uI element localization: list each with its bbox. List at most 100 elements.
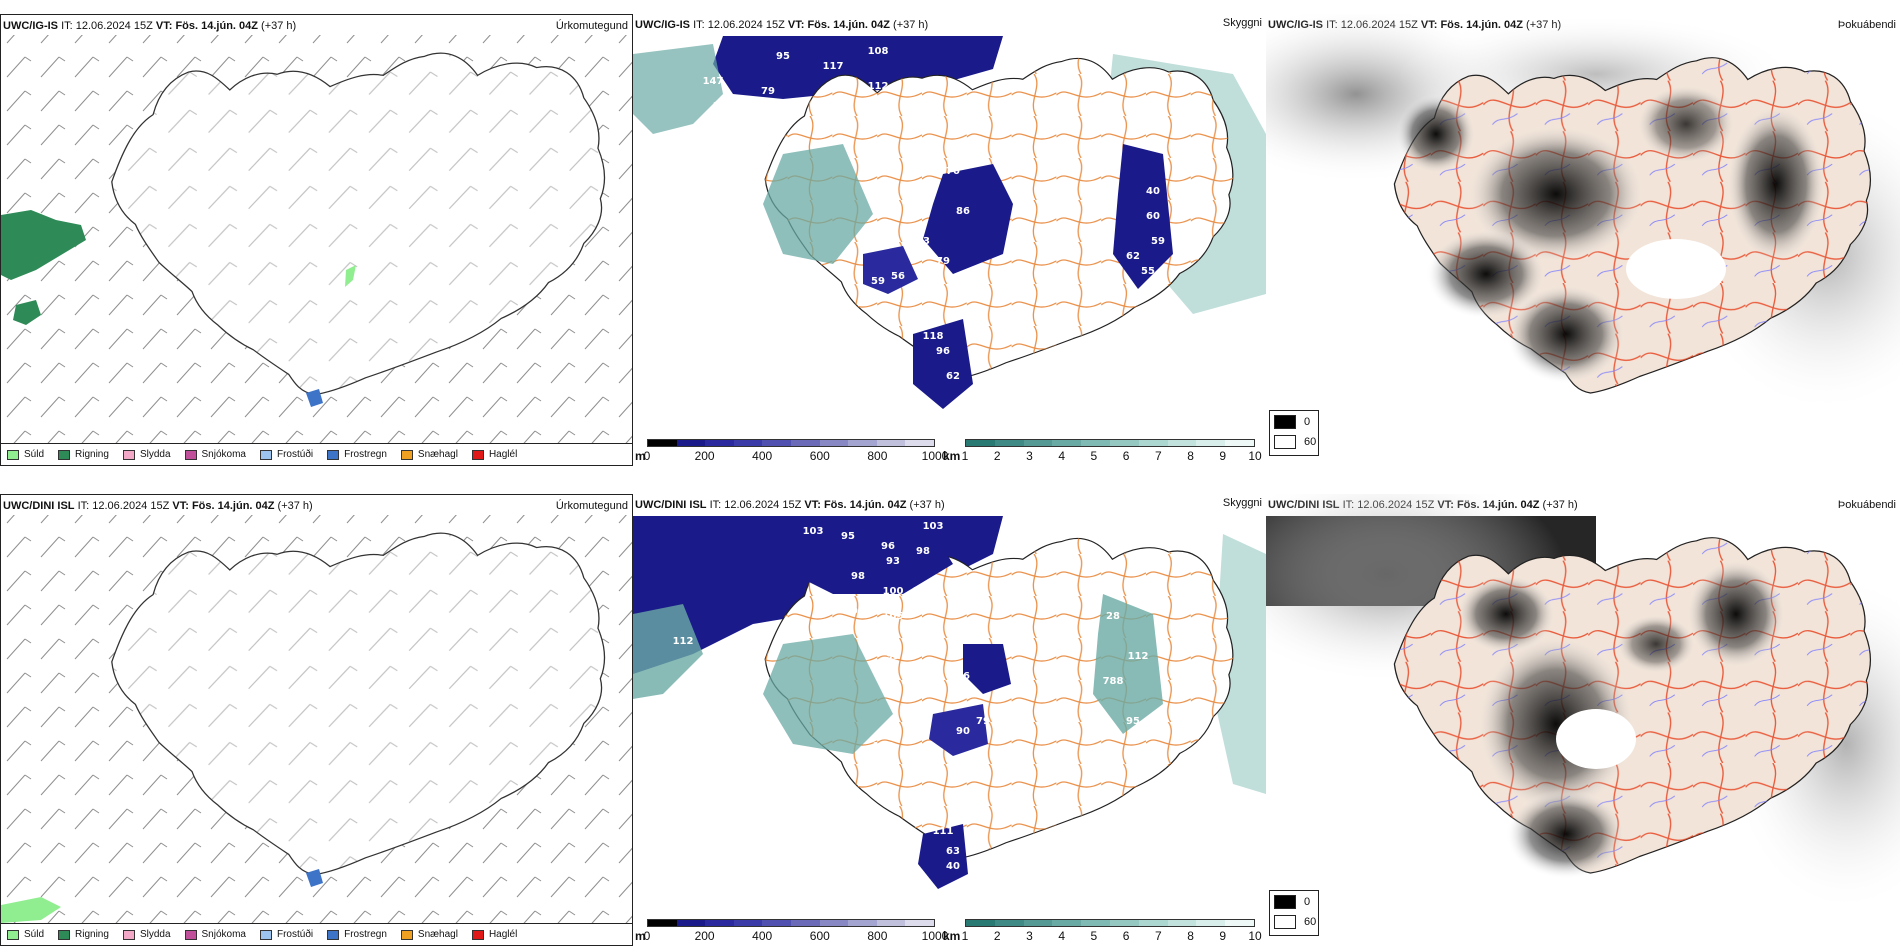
- legend-swatch: [184, 449, 197, 460]
- colorbar-tick: 2: [993, 449, 1001, 463]
- legend-swatch: [400, 449, 413, 460]
- precip-type-panel-top: UWC/IG-IS IT: 12.06.2024 15Z VT: Fös. 14…: [0, 14, 633, 466]
- colorbar-tick: 200: [694, 929, 715, 943]
- legend-label: Haglél: [488, 449, 518, 460]
- colorbar-tick: 5: [1090, 929, 1098, 943]
- panel-title: Þokuábendi: [1837, 499, 1896, 511]
- legend-label: Slydda: [139, 449, 171, 460]
- ceiling-label: 79: [936, 256, 950, 267]
- vt-value: Fös. 14.jún. 04Z: [807, 19, 890, 31]
- visibility-unit: km: [943, 929, 961, 943]
- model-name: UWC/IG-IS: [3, 20, 58, 32]
- visibility-area: [1213, 534, 1266, 794]
- precip-map[interactable]: [1, 495, 633, 925]
- colorbar-segment: [1196, 440, 1226, 446]
- it-value: 12.06.2024 15Z: [724, 499, 802, 511]
- colorbar-tick: 4: [1058, 929, 1065, 943]
- ceiling-label: 97: [826, 596, 840, 607]
- visibility-area: [763, 634, 893, 754]
- ceiling-label: 62: [946, 371, 960, 382]
- colorbar-segment: [762, 920, 791, 926]
- ceiling-label: 100: [858, 626, 879, 637]
- low-ceiling-area: [929, 704, 988, 756]
- legend-label: 0: [1304, 896, 1311, 908]
- panel-header: UWC/IG-IS IT: 12.06.2024 15Z VT: Fös. 14…: [3, 19, 628, 33]
- ceiling-label: 56: [891, 271, 905, 282]
- colorbar-segment: [1196, 920, 1226, 926]
- legend-swatch: [259, 449, 272, 460]
- low-ceiling-area: [923, 164, 1013, 274]
- clear-area: [1556, 709, 1636, 769]
- ceiling-label: 112: [713, 101, 734, 112]
- colorbar-tick: 8: [1187, 929, 1194, 943]
- ceiling-label: 112: [673, 636, 694, 647]
- colorbar-segment: [1225, 920, 1254, 926]
- colorbar-tick: 9: [1219, 929, 1227, 943]
- colorbar-segment: [966, 440, 995, 446]
- colorbar-segment: [1225, 440, 1254, 446]
- ceiling-label: 103: [803, 526, 824, 537]
- ceiling-label: 788: [1103, 676, 1124, 687]
- colorbar-segment: [676, 440, 706, 446]
- legend-item: Frostúði: [259, 449, 313, 460]
- panel-title: Úrkomutegund: [555, 20, 628, 32]
- ceiling-label: 117: [823, 61, 844, 72]
- colorbar-tick: 8: [1187, 449, 1194, 463]
- legend-swatch: [7, 929, 19, 940]
- ceiling-label: 62: [1126, 251, 1140, 262]
- clear-area: [1626, 239, 1726, 299]
- colorbar-segment: [1081, 440, 1110, 446]
- legend-label: Snæhagl: [417, 449, 458, 460]
- ceiling-label: 93: [851, 606, 865, 617]
- colorbar-tick: 4: [1058, 449, 1065, 463]
- ceiling-label: 147: [703, 76, 724, 87]
- colorbar-segment: [790, 920, 820, 926]
- legend-swatch: [122, 929, 135, 940]
- low-ceiling-area: [963, 644, 1011, 694]
- colorbar-tick: 10: [1248, 449, 1262, 463]
- legend-label: 0: [1304, 416, 1311, 428]
- legend-swatch: [1274, 435, 1296, 449]
- it-value: 12.06.2024 15Z: [75, 20, 153, 32]
- ceiling-label: 53: [916, 236, 930, 247]
- freezing-rain-area: [306, 389, 323, 407]
- colorbar-segment: [905, 440, 934, 446]
- low-ceiling-area: [918, 824, 968, 889]
- visibility-unit: km: [943, 449, 961, 463]
- legend-swatch: [1274, 895, 1296, 909]
- colorbar-tick: 3: [1026, 449, 1033, 463]
- ceiling-label: 40: [1146, 186, 1160, 197]
- fog-map[interactable]: [1266, 494, 1900, 946]
- vt-value: Fös. 14.jún. 04Z: [175, 20, 258, 32]
- colorbar-tick: 6: [1122, 929, 1130, 943]
- lead-time: (+37 h): [1542, 499, 1578, 511]
- fog-area: [1466, 124, 1646, 264]
- ceiling-label: 88: [926, 306, 940, 317]
- legend-swatch: [400, 929, 413, 940]
- fog-map[interactable]: [1266, 14, 1900, 466]
- colorbar-segment: [648, 920, 677, 926]
- rain-area: [13, 300, 41, 325]
- precip-type-panel-bottom: UWC/DINI ISL IT: 12.06.2024 15Z VT: Fös.…: [0, 494, 633, 946]
- colorbar-segment: [848, 440, 877, 446]
- legend-item: Haglél: [471, 449, 518, 460]
- legend-item: Snæhagl: [400, 449, 458, 460]
- it-label: IT:: [61, 20, 73, 32]
- panel-header: UWC/DINI ISL IT: 12.06.2024 15Z VT: Fös.…: [3, 499, 628, 513]
- precip-map[interactable]: [1, 15, 633, 445]
- colorbar-tick: 1: [961, 449, 969, 463]
- ceiling-visibility-panel-bottom: UWC/DINI ISL IT: 12.06.2024 15Z VT: Fös.…: [633, 494, 1266, 946]
- fog-area: [1506, 789, 1626, 879]
- ceiling-map[interactable]: 95 117 108 112 147 112 79 70 86 79 53 56 59 88 118 96 62…: [633, 14, 1266, 434]
- legend-swatch: [122, 449, 135, 460]
- colorbar-segment: [1052, 920, 1082, 926]
- legend-item: Frostúði: [259, 929, 313, 940]
- legend-item: Súld: [7, 449, 44, 460]
- colorbar-tick: 1000: [921, 449, 949, 463]
- low-ceiling-area: [863, 246, 918, 294]
- colorbar-segment: [994, 440, 1024, 446]
- visibility-area: [633, 44, 723, 134]
- ceiling-map[interactable]: 103 95 103 98 96 93 98 100 109 97 93 100 105 87 93 112 7…: [633, 494, 1266, 914]
- panel-title: Skyggni: [1222, 17, 1262, 29]
- model-name: UWC/DINI ISL: [3, 500, 75, 512]
